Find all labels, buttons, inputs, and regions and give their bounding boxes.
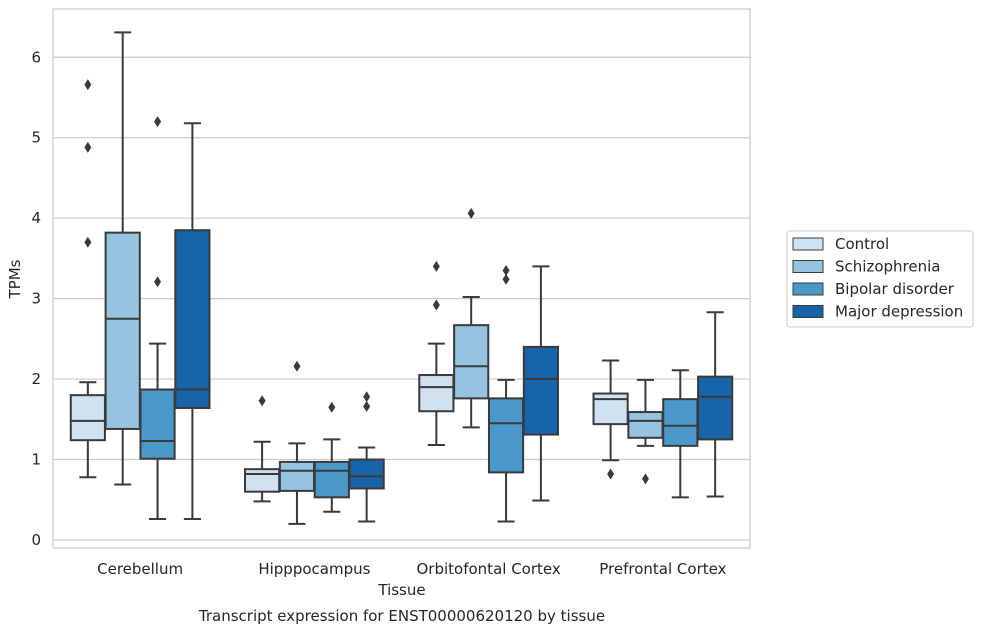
box-group — [348, 391, 385, 523]
box-group — [104, 31, 141, 486]
outlier-point — [641, 473, 649, 485]
box-group — [139, 116, 176, 521]
box-group — [453, 207, 490, 429]
box — [139, 388, 176, 460]
x-tick-label: Cerebellum — [97, 560, 183, 578]
legend-swatch — [792, 237, 824, 251]
box — [348, 458, 385, 490]
legend: Control Schizophrenia Bipolar disorder Majo… — [786, 230, 974, 328]
y-tick-labels: 0 1 2 3 4 5 6 — [31, 48, 41, 549]
box — [592, 392, 629, 426]
box — [69, 394, 106, 442]
legend-swatch — [792, 260, 824, 273]
x-tick-label: Hipppocampus — [258, 560, 370, 578]
outlier-point — [363, 391, 371, 403]
box — [418, 374, 455, 413]
legend-label: Control — [835, 235, 889, 253]
legend-box — [786, 230, 974, 328]
outlier-point — [84, 79, 92, 91]
y-tick-label: 4 — [31, 209, 41, 227]
outlier-point — [328, 401, 336, 413]
box-group — [662, 369, 699, 499]
y-tick-label: 0 — [31, 531, 41, 549]
box-group — [69, 79, 106, 479]
outlier-point — [432, 260, 440, 272]
x-tick-label: Orbitofontal Cortex — [417, 560, 561, 578]
box — [662, 398, 699, 447]
box-group — [313, 401, 350, 513]
outlier-point — [432, 299, 440, 311]
legend-label: Schizophrenia — [835, 258, 940, 276]
box-group — [592, 359, 629, 480]
y-tick-label: 3 — [31, 290, 41, 308]
outlier-point — [502, 273, 510, 285]
box-group — [697, 311, 734, 498]
box — [627, 411, 664, 439]
legend-label: Major depression — [835, 303, 963, 321]
y-tick-label: 1 — [31, 451, 41, 469]
outlier-point — [84, 236, 92, 248]
box — [522, 345, 559, 436]
box — [697, 375, 734, 441]
box — [244, 468, 281, 493]
box-group — [174, 122, 211, 521]
box — [487, 397, 525, 474]
box-group — [278, 360, 316, 525]
x-tick-label: Prefrontal Cortex — [599, 560, 726, 578]
box — [104, 231, 141, 430]
outlier-point — [607, 468, 615, 480]
box-group — [522, 265, 559, 502]
outlier-point — [363, 400, 371, 412]
y-tick-label: 6 — [31, 48, 41, 66]
y-tick-label: 2 — [31, 370, 41, 388]
outlier-point — [467, 207, 475, 219]
outlier-point — [154, 276, 162, 288]
legend-swatch — [792, 282, 824, 296]
boxes — [69, 31, 734, 525]
y-axis-label: TPMs — [6, 259, 24, 299]
box — [453, 324, 490, 400]
x-tick-labels: Cerebellum Hipppocampus Orbitofontal Corte… — [97, 560, 726, 578]
outlier-point — [154, 116, 162, 128]
outlier-point — [258, 395, 266, 407]
box — [313, 460, 350, 499]
chart-caption: Transcript expression for ENST0000062012… — [198, 607, 605, 625]
outlier-point — [293, 360, 301, 372]
y-tick-label: 5 — [31, 129, 41, 147]
box — [174, 229, 211, 410]
legend-swatch — [792, 305, 824, 318]
box — [278, 460, 316, 492]
x-axis-label: Tissue — [377, 581, 425, 599]
legend-label: Bipolar disorder — [835, 280, 955, 298]
outlier-point — [502, 264, 510, 276]
outlier-point — [84, 141, 92, 153]
